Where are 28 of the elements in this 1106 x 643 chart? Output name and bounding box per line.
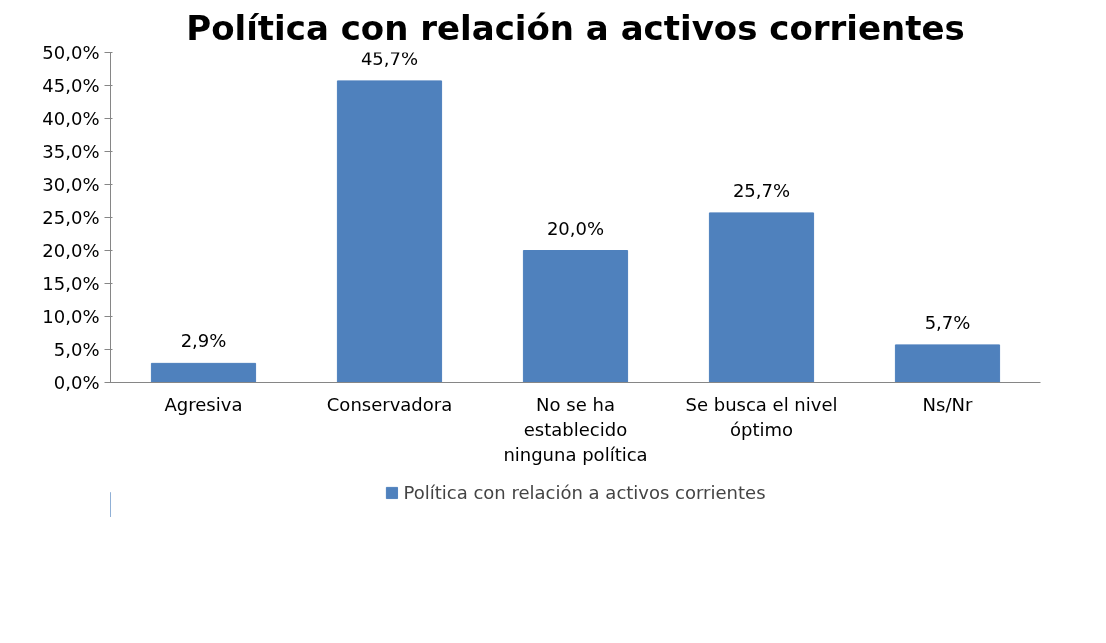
y-tick-label: 40,0%	[42, 108, 100, 129]
chart-title: Política con relación a activos corrientes	[186, 7, 965, 48]
legend-label: Política con relación a activos corrientes	[403, 481, 766, 503]
data-label: 45,7%	[360, 47, 419, 69]
y-tick-label: 25,0%	[42, 207, 100, 228]
y-tick-label: 45,0%	[42, 75, 100, 96]
bar	[150, 362, 257, 383]
y-tick-label: 30,0%	[42, 174, 100, 195]
x-tick-label: No se ha establecido ninguna política	[503, 393, 648, 465]
x-tick-label: Agresiva	[164, 393, 243, 415]
y-tick-label: 15,0%	[42, 273, 100, 294]
data-label: 5,7%	[924, 311, 971, 333]
y-tick-label: 20,0%	[42, 240, 100, 261]
bar	[336, 80, 443, 383]
bar	[708, 212, 815, 383]
y-tick-label: 35,0%	[42, 141, 100, 162]
y-tick-label: 10,0%	[42, 306, 100, 327]
data-label: 20,0%	[546, 217, 605, 239]
y-tick-label: 0,0%	[53, 372, 100, 393]
y-tick-label: 5,0%	[53, 339, 100, 360]
bar	[522, 250, 629, 383]
x-tick-label: Ns/Nr	[922, 393, 973, 415]
data-label: 25,7%	[732, 179, 791, 201]
bar	[894, 344, 1001, 383]
y-tick-label: 50,0%	[42, 42, 100, 63]
x-tick-label: Conservadora	[326, 393, 453, 415]
data-label: 2,9%	[180, 330, 227, 352]
x-tick-label: Se busca el nivel óptimo	[685, 393, 838, 440]
